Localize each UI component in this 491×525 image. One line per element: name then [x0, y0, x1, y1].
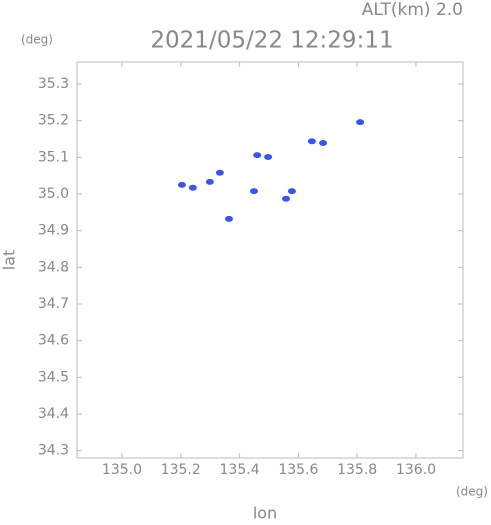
echo: [264, 153, 273, 160]
echo: [356, 119, 365, 126]
echo: [287, 188, 296, 195]
echo: [188, 184, 197, 191]
echo: [307, 138, 316, 145]
x-tick-label: 135.4: [220, 462, 260, 478]
echo: [253, 152, 262, 159]
y-tick-label: 34.6: [38, 333, 69, 349]
x-label: lon: [253, 504, 277, 522]
plot-frame: [76, 61, 464, 459]
y-tick-label: 35.2: [38, 113, 69, 129]
chart-title: 2021/05/22 12:29:11: [150, 28, 393, 54]
x-tick-label: 135.0: [102, 462, 142, 478]
echo: [282, 195, 291, 202]
y-tick-label: 35.0: [38, 186, 69, 202]
y-tick-label: 35.3: [38, 76, 69, 92]
x-tick-label: 135.8: [337, 462, 377, 478]
y-tick-label: 34.8: [38, 259, 69, 275]
y-unit: (deg): [21, 33, 53, 47]
y-tick-label: 34.5: [38, 369, 69, 385]
x-tick-label: 135.6: [278, 462, 318, 478]
x-unit: (deg): [456, 485, 488, 499]
echo: [177, 181, 186, 188]
y-tick-label: 35.1: [38, 149, 69, 165]
echo: [249, 188, 258, 195]
y-tick-label: 34.3: [38, 443, 69, 459]
y-tick-label: 34.9: [38, 223, 69, 239]
y-tick-label: 34.4: [38, 406, 69, 422]
altitude-label: ALT(km) 2.0: [362, 0, 463, 20]
echo: [224, 215, 233, 222]
y-label: lat: [0, 250, 19, 271]
x-tick-label: 135.2: [161, 462, 201, 478]
x-tick-label: 136.0: [396, 462, 436, 478]
echo: [319, 140, 328, 147]
echo: [215, 169, 224, 176]
echo: [205, 178, 214, 185]
y-tick-label: 34.7: [38, 296, 69, 312]
